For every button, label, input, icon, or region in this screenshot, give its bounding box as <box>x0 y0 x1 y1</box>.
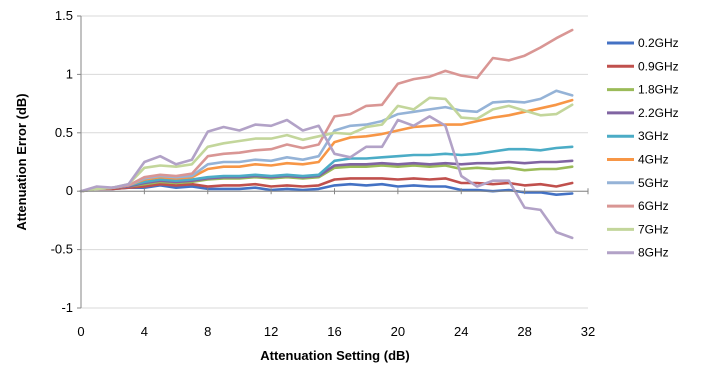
legend-item: 0.9GHz <box>607 59 679 73</box>
y-tick-label: -0.5 <box>51 242 73 257</box>
x-tick-label: 20 <box>391 324 405 339</box>
series-line-0.9ghz <box>79 177 574 193</box>
series-line-3ghz <box>79 145 574 193</box>
legend-label: 4GHz <box>638 153 669 167</box>
series-line-7ghz <box>79 96 574 193</box>
x-tick-label: 32 <box>581 324 595 339</box>
x-axis-title: Attenuation Setting (dB) <box>260 348 409 363</box>
x-tick-label: 0 <box>77 324 84 339</box>
x-tick-label: 12 <box>264 324 278 339</box>
legend-label: 5GHz <box>638 176 669 190</box>
x-tick-label: 16 <box>327 324 341 339</box>
legend-item: 3GHz <box>607 129 669 143</box>
legend-item: 7GHz <box>607 222 669 236</box>
y-tick-label: 1.5 <box>55 8 73 23</box>
legend-item: 6GHz <box>607 199 669 213</box>
legend-item: 8GHz <box>607 246 669 260</box>
legend-label: 2.2GHz <box>638 106 679 120</box>
legend-item: 4GHz <box>607 153 669 167</box>
x-tick-label: 24 <box>454 324 468 339</box>
legend-label: 1.8GHz <box>638 83 679 97</box>
tick-labels: -1 -0.5 0 0.5 1 1.5 0 4 8 12 16 20 24 28 32 <box>51 8 596 339</box>
legend-label: 8GHz <box>638 246 669 260</box>
y-tick-label: 0 <box>66 183 73 198</box>
series-lines <box>79 28 574 240</box>
legend-label: 6GHz <box>638 199 669 213</box>
series-line-8ghz <box>79 115 574 240</box>
axes <box>77 15 589 309</box>
legend-label: 0.9GHz <box>638 59 679 73</box>
legend-item: 5GHz <box>607 176 669 190</box>
series-line-6ghz <box>79 28 574 193</box>
x-tick-label: 4 <box>141 324 148 339</box>
y-axis-title: Attenuation Error (dB) <box>14 93 29 230</box>
legend-item: 2.2GHz <box>607 106 679 120</box>
legend-label: 0.2GHz <box>638 36 679 50</box>
x-tick-label: 8 <box>204 324 211 339</box>
legend-item: 0.2GHz <box>607 36 679 50</box>
y-tick-label: -1 <box>61 300 73 315</box>
x-tick-label: 28 <box>517 324 531 339</box>
y-tick-label: 1 <box>66 66 73 81</box>
legend-label: 3GHz <box>638 129 669 143</box>
legend: 0.2GHz 0.9GHz 1.8GHz 2.2GHz 3GHz 4GHz 5GHz 6GHz… <box>607 36 679 260</box>
y-tick-label: 0.5 <box>55 125 73 140</box>
legend-item: 1.8GHz <box>607 83 679 97</box>
legend-label: 7GHz <box>638 222 669 236</box>
